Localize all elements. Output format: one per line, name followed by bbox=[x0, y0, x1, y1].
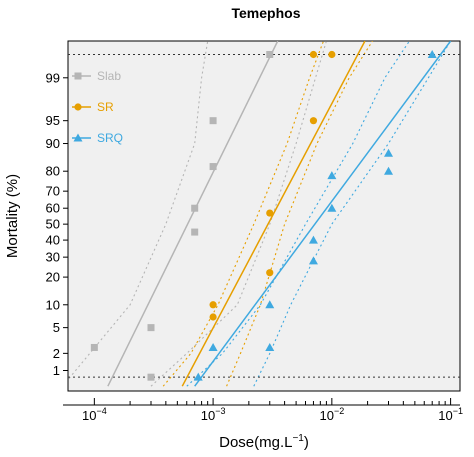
y-tick-label: 20 bbox=[46, 270, 60, 285]
slab-point bbox=[90, 343, 98, 351]
srq-point bbox=[308, 235, 318, 244]
srq-point bbox=[208, 342, 218, 351]
slab-ci-lower bbox=[68, 41, 209, 381]
y-tick-label: 40 bbox=[46, 233, 60, 248]
y-tick-label: 60 bbox=[46, 201, 60, 216]
srq-point bbox=[308, 256, 318, 265]
y-tick-label: 90 bbox=[46, 136, 60, 151]
srq-point bbox=[327, 203, 337, 212]
srq-fit-line bbox=[194, 41, 452, 387]
srq-legend-marker bbox=[73, 133, 83, 142]
chart-title: Temephos bbox=[232, 5, 301, 21]
y-tick-label: 80 bbox=[46, 164, 60, 179]
srq-point bbox=[193, 372, 203, 381]
x-tick-label: 10−2 bbox=[319, 406, 344, 423]
sr-point bbox=[266, 209, 274, 217]
x-axis: 10−4 10−3 10−2 10−1 bbox=[63, 398, 463, 423]
slab-fit-line bbox=[107, 41, 279, 387]
sr-point bbox=[309, 117, 318, 125]
x-tick-label: 10−4 bbox=[82, 406, 107, 423]
slab-point bbox=[191, 228, 199, 236]
reference-lines bbox=[68, 53, 460, 378]
fit-lines bbox=[107, 41, 452, 387]
sr-point bbox=[328, 50, 336, 59]
confidence-bands bbox=[68, 41, 452, 387]
slab-legend-label: Slab bbox=[97, 69, 121, 83]
sr-point bbox=[209, 313, 217, 321]
srq-point bbox=[265, 342, 275, 351]
sr-point bbox=[209, 301, 217, 309]
y-tick-label: 50 bbox=[46, 217, 60, 232]
slab-point bbox=[147, 373, 155, 381]
y-tick-label: 95 bbox=[46, 113, 60, 128]
x-axis-label: Dose(mg.L−1) bbox=[219, 433, 309, 451]
y-tick-label: 70 bbox=[46, 184, 60, 199]
slab-point bbox=[266, 50, 274, 58]
y-axis-label: Mortality (%) bbox=[4, 174, 21, 258]
slab-point bbox=[191, 204, 199, 212]
y-tick-label: 10 bbox=[46, 297, 60, 312]
plot-area bbox=[67, 40, 461, 392]
srq-point bbox=[265, 300, 275, 309]
slab-legend-marker bbox=[74, 72, 82, 80]
sr-point bbox=[266, 269, 274, 277]
srq-ci-upper bbox=[253, 41, 452, 387]
slab-point bbox=[209, 117, 217, 125]
srq-point bbox=[427, 49, 437, 58]
sr-point bbox=[309, 50, 318, 59]
x-tick-label: 10−1 bbox=[438, 406, 463, 423]
slab-ci-upper bbox=[150, 41, 327, 387]
slab-point bbox=[147, 324, 155, 332]
srq-point bbox=[384, 166, 394, 175]
sr-legend-label: SR bbox=[97, 100, 114, 114]
y-tick-label: 30 bbox=[46, 250, 60, 265]
y-tick-label: 1 bbox=[53, 363, 60, 378]
legend: Slab SR SRQ bbox=[72, 69, 123, 145]
slab-point bbox=[209, 163, 217, 171]
data-points bbox=[90, 49, 437, 381]
sr-legend-marker bbox=[74, 103, 82, 111]
y-tick-label: 99 bbox=[46, 70, 60, 85]
srq-legend-label: SRQ bbox=[97, 131, 123, 145]
srq-point bbox=[327, 171, 337, 180]
sr-ci-lower bbox=[162, 41, 325, 387]
sr-fit-line bbox=[181, 41, 366, 387]
y-tick-label: 5 bbox=[53, 320, 60, 335]
y-tick-label: 2 bbox=[53, 346, 60, 361]
srq-point bbox=[384, 148, 394, 157]
sr-ci-upper bbox=[226, 41, 373, 387]
x-tick-label: 10−3 bbox=[201, 406, 226, 423]
